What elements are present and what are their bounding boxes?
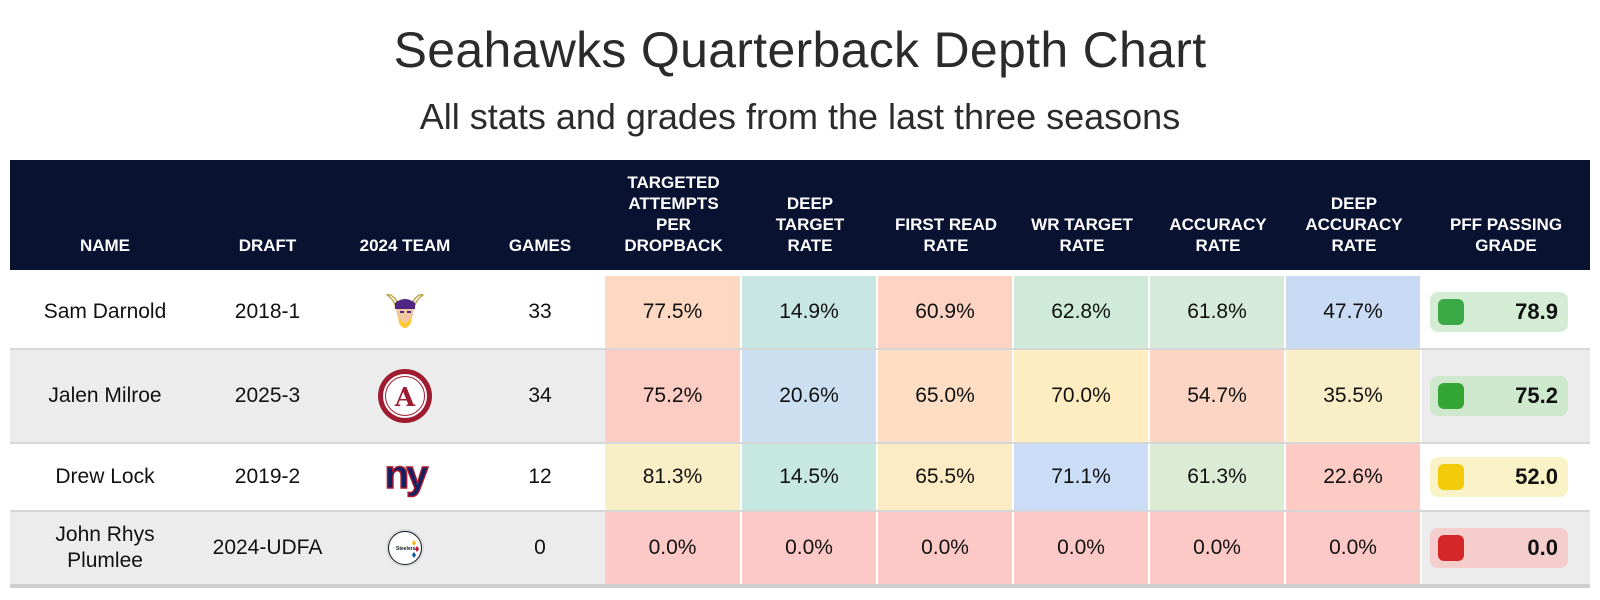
header-accuracy-rate: ACCURACY RATE — [1169, 215, 1267, 255]
new-york-giants-logo: ny — [335, 444, 475, 510]
player-name: John Rhys Plumlee — [55, 523, 155, 572]
header-name: NAME — [79, 236, 131, 255]
pff-grade-cell: 52.0 — [1422, 444, 1590, 510]
stat-deep-accuracy-rate: 22.6% — [1286, 444, 1422, 510]
table-row: Jalen Milroe 2025-3 A 34 75.2% 20.6% 65.… — [10, 350, 1590, 444]
stat-deep-target-rate: 0.0% — [742, 512, 878, 584]
chart-subtitle: All stats and grades from the last three… — [419, 96, 1181, 137]
header-first-read-rate: FIRST READ RATE — [895, 215, 997, 255]
pittsburgh-steelers-logo: Steelers — [335, 512, 475, 584]
stat-targeted-attempts: 0.0% — [605, 512, 742, 584]
draft-value: 2019-2 — [234, 465, 301, 488]
stat-wr-target-rate: 70.0% — [1014, 350, 1150, 442]
chart-title: Seahawks Quarterback Depth Chart — [393, 22, 1207, 78]
pff-grade-badge: 52.0 — [1430, 457, 1568, 497]
stat-wr-target-rate: 62.8% — [1014, 276, 1150, 348]
draft-value: 2025-3 — [234, 384, 301, 407]
pff-grade-cell: 75.2 — [1422, 350, 1590, 442]
stat-first-read-rate: 60.9% — [878, 276, 1014, 348]
stat-targeted-attempts: 75.2% — [605, 350, 742, 442]
grade-indicator-icon — [1438, 383, 1464, 409]
pff-grade-value: 78.9 — [1515, 299, 1558, 324]
stat-deep-accuracy-rate: 35.5% — [1286, 350, 1422, 442]
header-team: 2024 TEAM — [359, 236, 451, 255]
pff-grade-badge: 75.2 — [1430, 376, 1568, 416]
header-games: GAMES — [508, 236, 572, 255]
games-value: 0 — [534, 536, 546, 559]
header-targeted-attempts: TARGETED ATTEMPTS PER DROPBACK — [624, 173, 723, 255]
stat-deep-target-rate: 20.6% — [742, 350, 878, 442]
header-draft: DRAFT — [238, 236, 297, 255]
grade-indicator-icon — [1438, 299, 1464, 325]
svg-text:A: A — [394, 383, 416, 413]
player-name: Drew Lock — [55, 465, 155, 488]
stat-deep-accuracy-rate: 47.7% — [1286, 276, 1422, 348]
pff-grade-value: 75.2 — [1515, 383, 1558, 408]
depth-chart-table: NAME DRAFT 2024 TEAM GAMES TARGETED ATTEM… — [10, 160, 1590, 588]
table-header: NAME DRAFT 2024 TEAM GAMES TARGETED ATTEM… — [10, 160, 1590, 270]
grade-indicator-icon — [1438, 464, 1464, 490]
pff-grade-value: 0.0 — [1527, 535, 1558, 560]
games-value: 33 — [528, 300, 552, 323]
grade-indicator-icon — [1438, 535, 1464, 561]
stat-first-read-rate: 0.0% — [878, 512, 1014, 584]
minnesota-vikings-logo — [335, 276, 475, 348]
player-name: Sam Darnold — [43, 300, 167, 323]
draft-value: 2024-UDFA — [212, 536, 323, 559]
stat-targeted-attempts: 81.3% — [605, 444, 742, 510]
header-wr-target-rate: WR TARGET RATE — [1031, 215, 1133, 255]
draft-value: 2018-1 — [234, 300, 301, 323]
pff-grade-value: 52.0 — [1515, 464, 1558, 489]
stat-accuracy-rate: 54.7% — [1150, 350, 1286, 442]
svg-text:Steelers: Steelers — [396, 546, 416, 552]
pff-grade-badge: 78.9 — [1430, 292, 1568, 332]
stat-wr-target-rate: 0.0% — [1014, 512, 1150, 584]
table-row: Sam Darnold 2018-1 33 77.5% 14.9% 60.9% … — [10, 276, 1590, 350]
table-row: Drew Lock 2019-2 ny 12 81.3% 14.5% 65.5%… — [10, 444, 1590, 512]
stat-accuracy-rate: 61.3% — [1150, 444, 1286, 510]
games-value: 34 — [528, 384, 552, 407]
games-value: 12 — [528, 465, 552, 488]
stat-deep-target-rate: 14.9% — [742, 276, 878, 348]
header-deep-target-rate: DEEP TARGET RATE — [775, 194, 845, 255]
stat-deep-accuracy-rate: 0.0% — [1286, 512, 1422, 584]
table-row: John Rhys Plumlee 2024-UDFA Steelers 0 0.… — [10, 512, 1590, 588]
pff-grade-cell: 78.9 — [1422, 276, 1590, 348]
stat-first-read-rate: 65.0% — [878, 350, 1014, 442]
stat-accuracy-rate: 61.8% — [1150, 276, 1286, 348]
stat-deep-target-rate: 14.5% — [742, 444, 878, 510]
pff-grade-cell: 0.0 — [1422, 512, 1590, 584]
alabama-crimson-tide-logo: A — [335, 350, 475, 442]
stat-targeted-attempts: 77.5% — [605, 276, 742, 348]
player-name: Jalen Milroe — [48, 384, 162, 407]
header-pff-passing-grade: PFF PASSING GRADE — [1449, 215, 1563, 255]
stat-first-read-rate: 65.5% — [878, 444, 1014, 510]
stat-wr-target-rate: 71.1% — [1014, 444, 1150, 510]
pff-grade-badge: 0.0 — [1430, 528, 1568, 568]
svg-text:ny: ny — [385, 456, 429, 497]
header-deep-accuracy-rate: DEEP ACCURACY RATE — [1305, 194, 1403, 255]
stat-accuracy-rate: 0.0% — [1150, 512, 1286, 584]
